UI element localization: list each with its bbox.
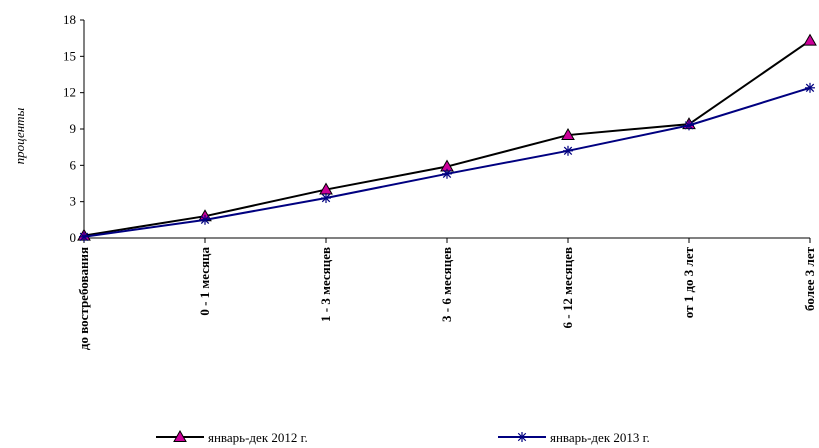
series-2 xyxy=(79,82,815,242)
legend-marker xyxy=(173,429,187,442)
series-line xyxy=(83,39,811,237)
data-point xyxy=(563,145,573,156)
legend-marker xyxy=(517,432,527,442)
series-1 xyxy=(77,33,817,241)
x-tick-label: 6 - 12 месяцев xyxy=(560,247,575,328)
data-point xyxy=(561,128,575,141)
legend: январь-дек 2012 г. январь-дек 2013 г. xyxy=(156,429,650,445)
legend-item: январь-дек 2012 г. xyxy=(156,429,308,445)
x-tick-label: 3 - 6 месяцев xyxy=(439,247,454,322)
y-axis-title: проценты xyxy=(12,107,27,164)
x-tick-label: 1 - 3 месяцев xyxy=(318,247,333,322)
y-tick-label: 18 xyxy=(63,12,76,27)
y-axis-ticks: 0 3 6 9 12 15 18 xyxy=(63,12,84,245)
legend-item: январь-дек 2013 г. xyxy=(498,430,650,445)
legend-label: январь-дек 2012 г. xyxy=(208,430,308,445)
y-tick-label: 0 xyxy=(70,230,77,245)
series-layer xyxy=(77,33,817,242)
y-tick-label: 6 xyxy=(70,157,77,172)
x-tick-label: до востребования xyxy=(76,247,91,350)
data-point xyxy=(803,33,817,46)
x-tick-label: от 1 до 3 лет xyxy=(681,246,696,318)
data-point xyxy=(684,120,694,131)
data-point xyxy=(805,82,815,93)
data-point xyxy=(321,193,331,204)
data-point xyxy=(79,231,89,242)
x-axis-ticks: до востребования 0 - 1 месяца 1 - 3 месяце… xyxy=(76,238,817,350)
y-tick-label: 12 xyxy=(63,85,76,100)
data-point xyxy=(442,168,452,179)
y-tick-label: 3 xyxy=(70,194,77,209)
y-tick-label: 15 xyxy=(63,48,76,63)
x-tick-label: 0 - 1 месяца xyxy=(197,247,212,316)
data-point xyxy=(200,214,210,225)
legend-label: январь-дек 2013 г. xyxy=(550,430,650,445)
y-tick-label: 9 xyxy=(70,121,77,136)
x-tick-label: более 3 лет xyxy=(802,246,817,311)
plot-area: 0 3 6 9 12 15 18 до востребования 0 - 1 месяца 1… xyxy=(63,12,817,350)
